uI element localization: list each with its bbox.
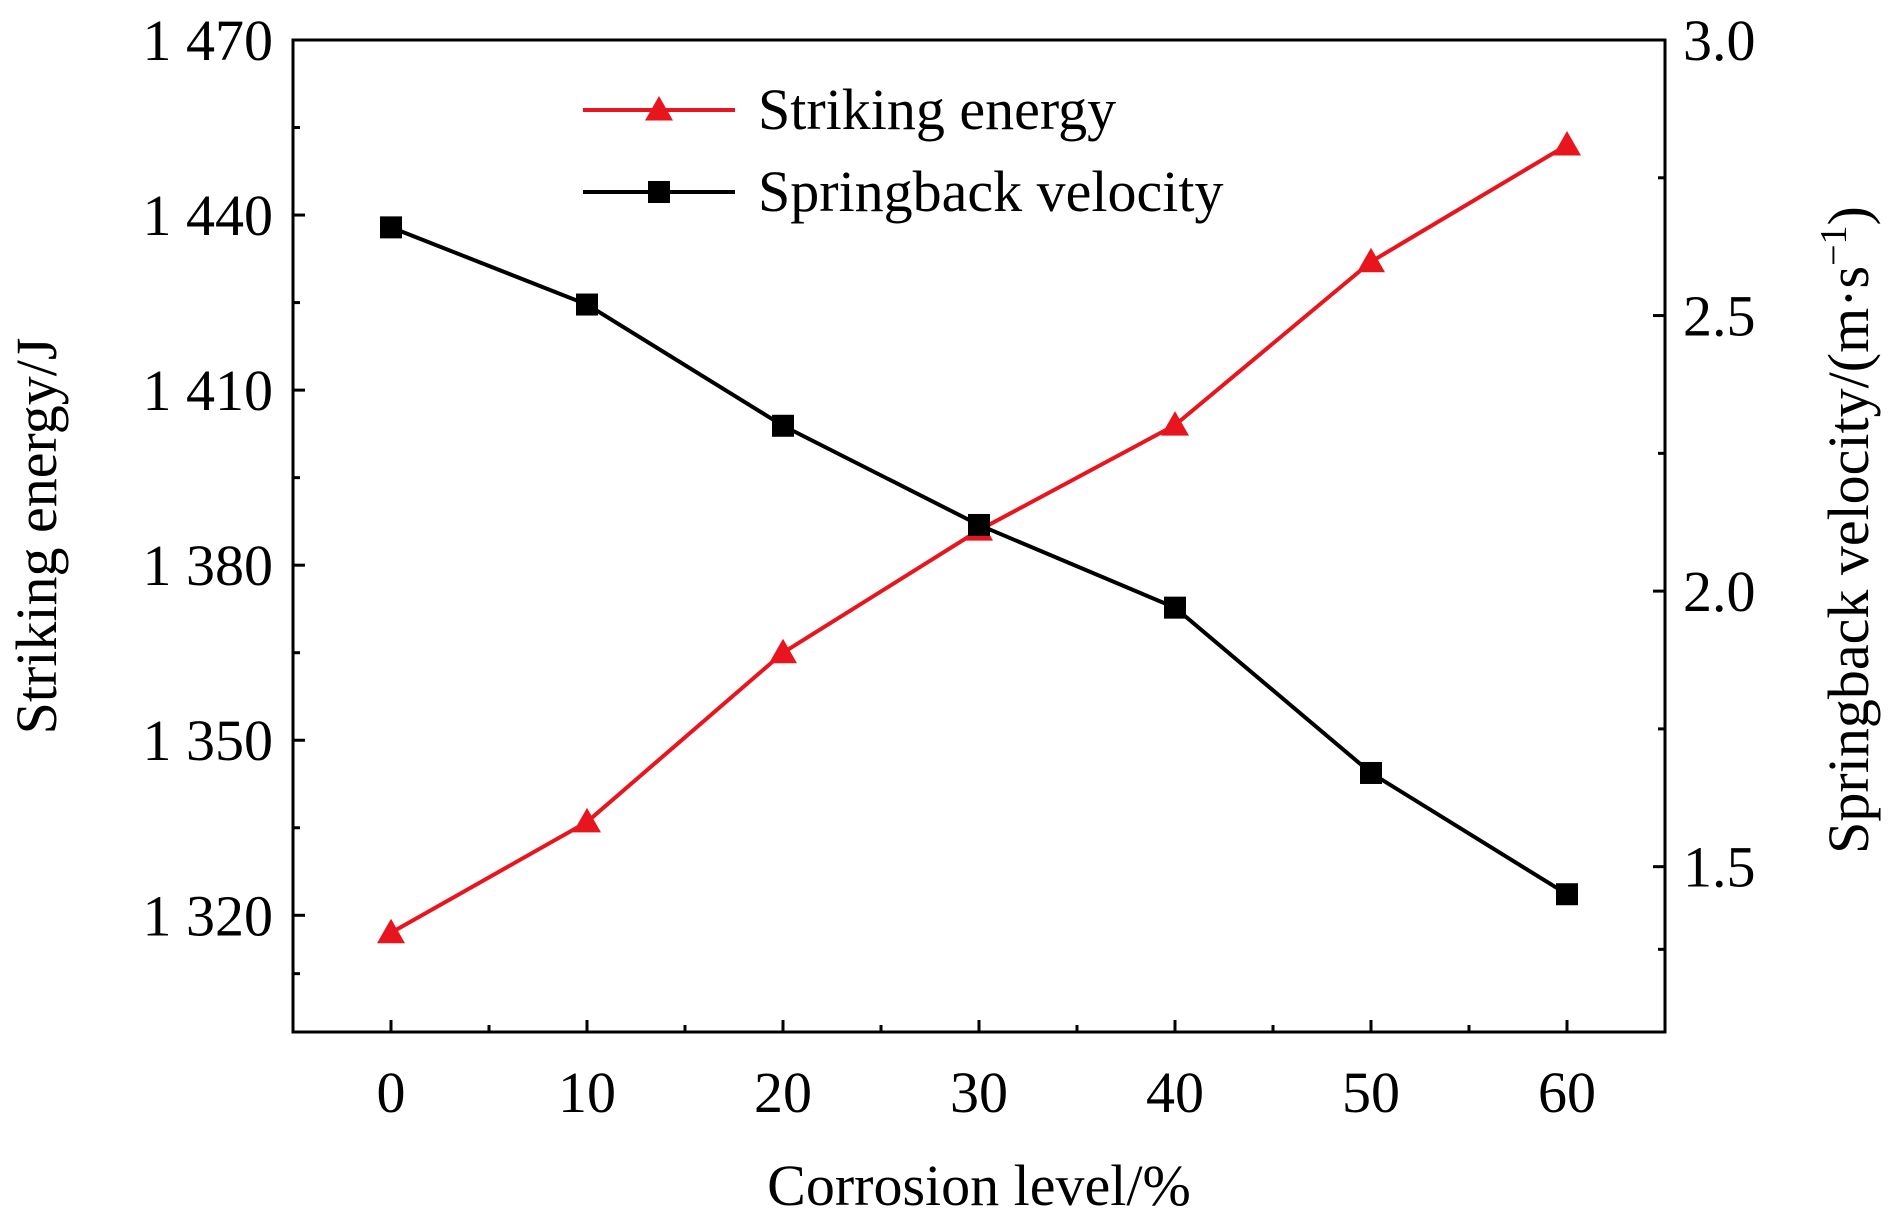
data-point — [1357, 247, 1385, 273]
series-layer — [377, 131, 1581, 944]
data-point — [1360, 761, 1382, 784]
data-point — [573, 807, 601, 833]
x-tick-label-50: 50 — [1342, 1060, 1400, 1125]
left-y-tick-label: 1 470 — [143, 8, 274, 73]
data-point — [1553, 131, 1581, 156]
x-axis-ticks: 0 10 20 30 40 50 60 — [377, 1020, 1596, 1125]
legend-label: Striking energy — [758, 77, 1116, 142]
legend-label: Springback velocity — [758, 159, 1224, 224]
left-y-tick-label: 1 440 — [143, 183, 274, 248]
data-point — [380, 216, 402, 239]
right-y-axis-title: Springback velocity/(m·s−1) — [1813, 206, 1881, 854]
right-y-axis-title-base: Springback velocity/(m·s — [1816, 266, 1881, 854]
right-y-axis-title-superscript: −1 — [1813, 225, 1855, 265]
data-point — [1164, 596, 1186, 619]
x-tick-label-20: 20 — [754, 1060, 812, 1125]
x-tick-label-60: 60 — [1538, 1060, 1596, 1125]
x-tick-label-30: 30 — [950, 1060, 1008, 1125]
x-tick-label-40: 40 — [1146, 1060, 1204, 1125]
right-y-tick-label: 3.0 — [1683, 8, 1756, 73]
legend: Striking energy Springback velocity — [583, 77, 1224, 224]
legend-item: Springback velocity — [583, 159, 1224, 224]
data-point — [769, 638, 797, 664]
left-y-axis-ticks: 1 320 1 350 1 380 1 410 1 440 1 470 — [143, 8, 305, 976]
right-y-tick-label: 2.5 — [1683, 284, 1756, 349]
data-point — [968, 513, 990, 536]
right-y-tick-label: 1.5 — [1683, 835, 1756, 900]
x-tick-label-10: 10 — [558, 1060, 616, 1125]
series-0 — [377, 131, 1581, 944]
right-y-axis-ticks: 1.5 2.0 2.5 3.0 — [1653, 8, 1756, 951]
data-point — [1161, 411, 1189, 436]
x-axis-title: Corrosion level/% — [767, 1153, 1191, 1218]
left-y-tick-label: 1 350 — [143, 708, 274, 773]
data-point — [377, 918, 405, 944]
legend-item: Striking energy — [583, 77, 1116, 142]
left-y-tick-label: 1 320 — [143, 883, 274, 948]
legend-swatch-marker — [648, 181, 670, 203]
data-point — [576, 293, 598, 316]
left-y-tick-label: 1 410 — [143, 358, 274, 423]
series-1 — [380, 216, 1578, 906]
data-point — [772, 414, 794, 437]
right-y-tick-label: 2.0 — [1683, 559, 1756, 624]
left-y-tick-label: 1 380 — [143, 533, 274, 598]
left-y-axis-title: Striking energy/J — [4, 338, 69, 735]
series-line — [390, 225, 1569, 896]
legend-swatch-marker — [645, 96, 673, 121]
x-tick-label-0: 0 — [377, 1060, 406, 1125]
data-point — [1556, 883, 1578, 906]
right-y-axis-title-close: ) — [1816, 206, 1881, 225]
